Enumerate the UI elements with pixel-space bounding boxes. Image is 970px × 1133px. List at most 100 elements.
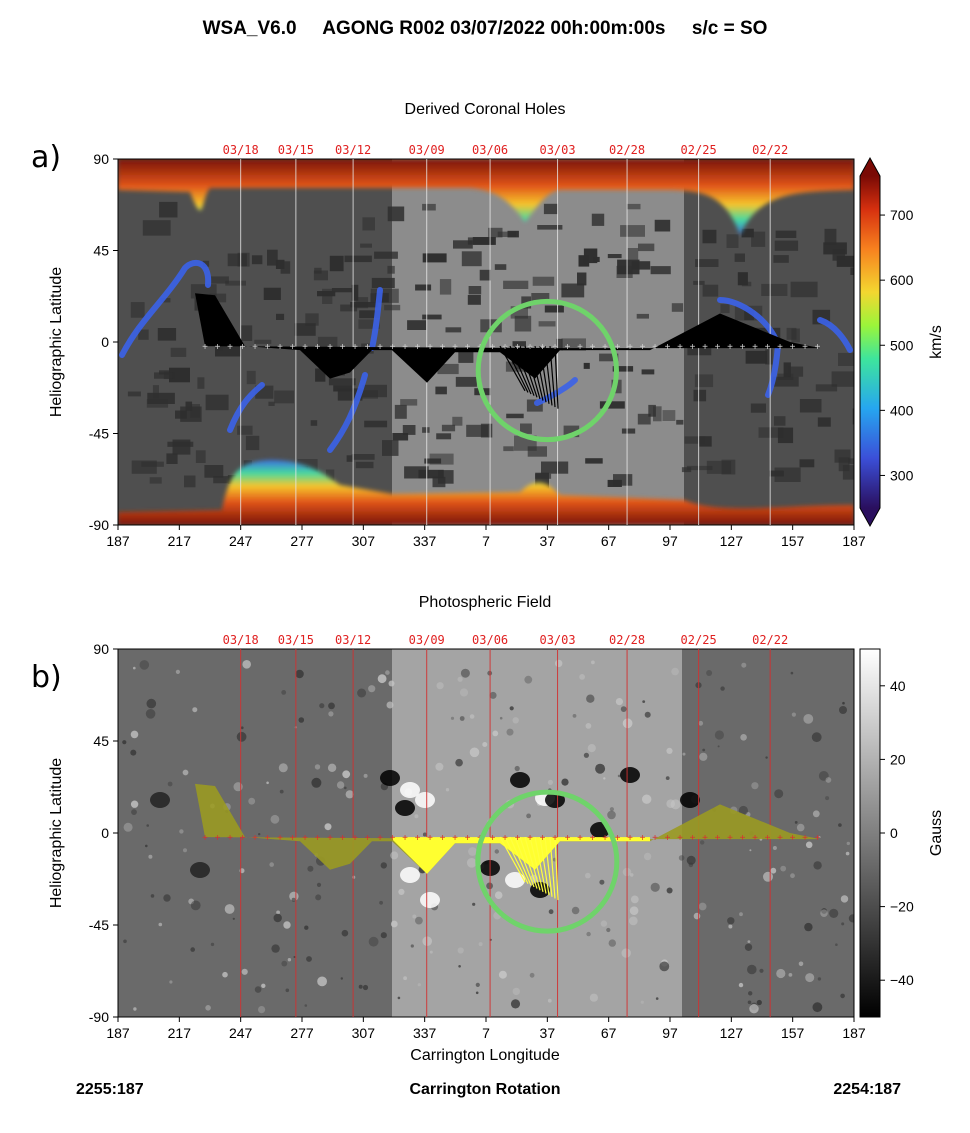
panel-b-overlays: 03/18 03/15 03/12 03/09 03/06 03/03 02/28 02/25… [89,633,866,1041]
footpoint-line [504,345,529,393]
date-label: 03/12 [335,633,371,647]
colorbar-b-tick-label: −40 [890,972,914,988]
track-marker: + [302,833,308,844]
footpoint-line [529,345,544,401]
x-tick-label: 187 [106,533,130,549]
track-marker: + [352,833,358,844]
track-marker: + [277,833,283,844]
panel-a-ylabel: Heliographic Latitude [48,266,65,418]
track-marker: + [765,833,771,844]
track-marker: + [515,833,521,844]
track-marker: + [227,833,233,844]
track-marker: + [715,342,721,353]
track-marker: + [290,342,296,353]
x-tick-label: 187 [842,1025,866,1041]
track-marker: + [390,342,396,353]
x-tick-label: 157 [781,1025,805,1041]
date-label: 03/15 [278,143,314,157]
date-label: 03/03 [539,143,575,157]
footer-center: Carrington Rotation [409,1081,561,1098]
track-marker: + [352,342,358,353]
panel-a-colorbar-label: km/s [928,325,945,359]
track-marker: + [552,342,558,353]
panel-a-overlays: 03/18 03/15 03/12 03/09 03/06 03/03 02/28 02/25… [89,143,866,549]
track-marker: + [727,833,733,844]
track-marker: + [690,833,696,844]
x-tick-label: 187 [842,533,866,549]
track-marker: + [252,833,258,844]
footpoint-line [514,345,535,396]
y-tick-label: -45 [89,426,109,442]
date-label: 03/06 [472,633,508,647]
date-label: 03/18 [223,143,259,157]
colorbar-a-tick-label: 700 [890,207,914,223]
x-tick-label: 67 [601,533,617,549]
footpoint-line [549,837,556,899]
y-tick-label: 90 [93,151,109,167]
track-marker: + [640,342,646,353]
track-marker: + [690,342,696,353]
track-marker: + [490,342,496,353]
track-marker: + [452,833,458,844]
y-tick-label: 0 [101,334,109,350]
track-marker: + [752,342,758,353]
footpoint-line [554,346,559,409]
track-marker: + [315,833,321,844]
panel-b-colorbar [859,648,881,1018]
y-tick-label: -90 [89,517,109,533]
track-marker: + [740,833,746,844]
track-marker: + [290,833,296,844]
colorbar-b-tick-label: −20 [890,899,914,915]
track-marker: + [402,342,408,353]
date-label: 02/28 [609,143,645,157]
panel-b-ylabel: Heliographic Latitude [48,757,65,909]
track-marker: + [377,342,383,353]
track-marker: + [340,342,346,353]
track-marker: + [652,342,658,353]
panel-a-north-cap [118,159,854,235]
spacecraft-track-bright [392,837,650,874]
track-marker: + [715,833,721,844]
footpoint-line [524,345,541,400]
footpoint-line [519,836,538,889]
track-marker: + [627,833,633,844]
track-marker: + [702,342,708,353]
y-tick-label: 0 [101,825,109,841]
track-marker: + [415,833,421,844]
footpoint-line [499,345,526,392]
track-marker: + [802,342,808,353]
panel-b-xlabel: Carrington Longitude [410,1047,560,1064]
track-marker: + [365,342,371,353]
x-tick-label: 187 [106,1025,130,1041]
track-marker: + [590,342,596,353]
footer-right: 2254:187 [833,1081,901,1098]
track-marker: + [515,342,521,353]
date-label: 03/12 [335,143,371,157]
date-label: 03/03 [539,633,575,647]
footpoint-line [514,836,535,888]
track-marker: + [615,342,621,353]
track-marker: + [815,342,821,353]
track-marker: + [327,833,333,844]
track-marker: + [440,833,446,844]
date-label: 02/28 [609,633,645,647]
track-marker: + [727,342,733,353]
date-label: 03/09 [409,143,445,157]
y-tick-label: -45 [89,917,109,933]
footpoint-line [539,836,550,896]
track-marker: + [677,833,683,844]
x-tick-label: 217 [168,533,192,549]
track-marker: + [240,342,246,353]
footpoint-line [554,837,559,901]
spacecraft-track [195,783,820,874]
footpoint-line [544,345,553,406]
track-marker: + [365,833,371,844]
x-tick-label: 127 [720,1025,744,1041]
colorbar-b-tick-label: 0 [890,825,898,841]
y-tick-label: -90 [89,1009,109,1025]
x-tick-label: 307 [352,533,376,549]
x-tick-label: 157 [781,533,805,549]
footpoint-line [544,837,553,897]
track-marker: + [215,833,221,844]
